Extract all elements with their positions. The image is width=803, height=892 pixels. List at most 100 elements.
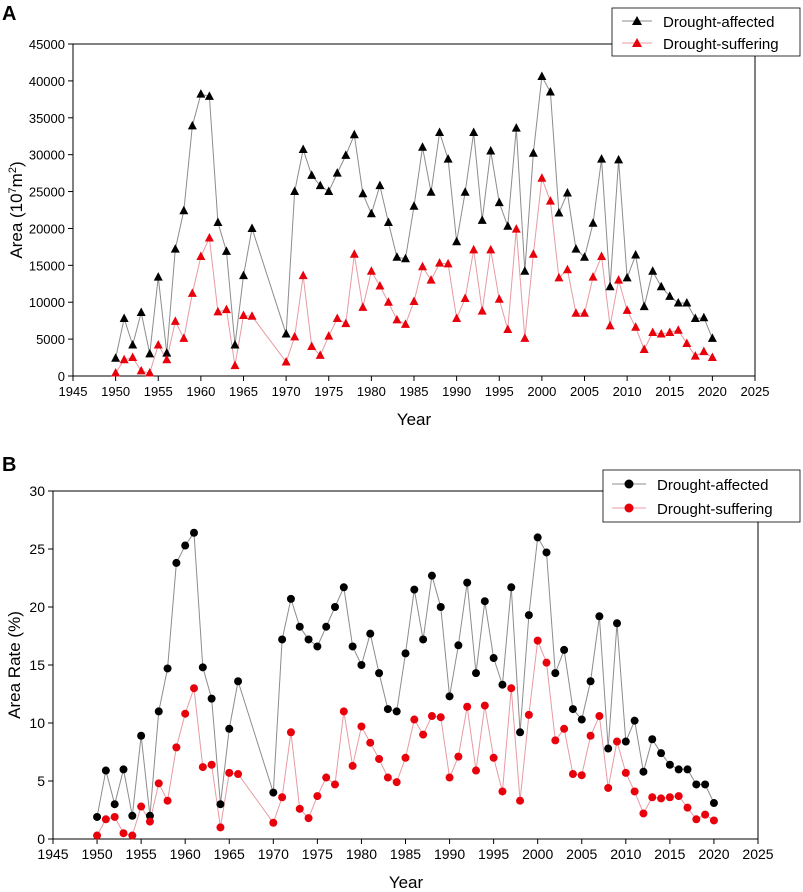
panel-b-x-tick-label: 1960	[170, 846, 201, 862]
panel-a-point-drought-affected	[460, 187, 470, 196]
panel-b-point-drought-affected	[348, 642, 357, 651]
panel-b-point-drought-suffering	[181, 709, 190, 718]
panel-b-point-drought-affected	[586, 677, 595, 686]
panel-a-point-drought-suffering	[153, 340, 163, 349]
panel-b-point-drought-affected	[198, 663, 207, 672]
panel-a-point-drought-suffering	[520, 333, 530, 342]
panel-a-x-tick-label: 2025	[741, 384, 770, 399]
panel-a-point-drought-affected	[298, 144, 308, 154]
panel-b-point-drought-affected	[489, 654, 498, 663]
panel-b-point-drought-suffering	[480, 701, 489, 710]
panel-b-legend-dot-affected-icon	[624, 479, 634, 489]
panel-a-point-drought-suffering	[631, 322, 641, 331]
panel-b-point-drought-affected	[322, 622, 331, 631]
panel-b-point-drought-affected	[216, 800, 225, 809]
panel-b-x-tick-label: 1955	[126, 846, 157, 862]
panel-a-point-drought-affected	[111, 353, 121, 362]
panel-b-x-tick-label: 1975	[302, 846, 333, 862]
panel-a-point-drought-affected	[332, 168, 342, 177]
panel-a-y-title-mid: m	[7, 173, 26, 187]
panel-b-point-drought-suffering	[383, 773, 392, 782]
panel-a-point-drought-suffering	[418, 261, 428, 271]
panel-a-point-drought-affected	[247, 223, 257, 232]
panel-a-point-drought-suffering	[511, 224, 521, 233]
panel-a-legend-box	[611, 7, 801, 57]
panel-a-point-drought-affected	[639, 301, 649, 311]
panel-b-point-drought-affected	[93, 812, 102, 821]
panel-b-point-drought-affected	[286, 594, 295, 603]
panel-a-x-tick-label: 1945	[59, 384, 88, 399]
panel-b-x-tick-label: 2000	[522, 846, 553, 862]
panel-b-point-drought-suffering	[639, 809, 648, 818]
panel-b-point-drought-suffering	[692, 815, 701, 824]
panel-b-point-drought-affected	[613, 619, 621, 628]
panel-b-point-drought-suffering	[163, 796, 172, 805]
panel-a-x-tick-label: 1965	[229, 384, 258, 399]
panel-a-point-drought-affected	[426, 187, 436, 196]
panel-a-legend-triangle-affected-icon	[632, 16, 642, 25]
panel-a-x-tick-label: 2015	[655, 384, 684, 399]
panel-b-point-drought-suffering	[375, 754, 384, 763]
panel-a-point-drought-suffering	[204, 233, 214, 242]
panel-b-point-drought-affected	[331, 603, 339, 611]
panel-a-point-drought-suffering	[383, 297, 393, 306]
panel-a-point-drought-affected	[682, 297, 692, 307]
panel-b-point-drought-affected	[621, 737, 630, 746]
panel-b-point-drought-affected	[454, 641, 463, 650]
panel-a-point-drought-suffering	[128, 352, 138, 362]
panel-b-x-axis-title: Year	[389, 873, 424, 892]
panel-a-point-drought-suffering	[690, 351, 700, 360]
panel-b-point-drought-affected	[419, 635, 428, 644]
panel-b-point-drought-suffering	[198, 763, 207, 772]
panel-a-label: A	[2, 3, 16, 25]
panel-a-point-drought-suffering	[656, 328, 666, 338]
panel-b-point-drought-affected	[472, 669, 480, 678]
panel-b-point-drought-suffering	[93, 831, 102, 840]
panel-b-point-drought-suffering	[542, 658, 551, 667]
panel-b-point-drought-affected	[639, 767, 648, 776]
panel-a-point-drought-suffering	[580, 308, 589, 317]
panel-b-point-drought-suffering	[313, 792, 322, 801]
panel-a-point-drought-suffering	[145, 368, 155, 377]
panel-a-point-drought-affected	[631, 250, 641, 259]
panel-a-point-drought-suffering	[230, 360, 240, 370]
panel-b-point-drought-suffering	[128, 831, 137, 840]
panel-a-legend-triangle-suffering-icon	[632, 38, 642, 47]
panel-b-point-drought-affected	[154, 707, 163, 716]
panel-b-point-drought-suffering	[533, 636, 542, 645]
panel-a-point-drought-suffering	[682, 338, 692, 348]
panel-a-point-drought-affected	[486, 145, 496, 155]
panel-b-point-drought-suffering	[190, 684, 198, 693]
panel-b-point-drought-suffering	[674, 792, 683, 801]
panel-a-x-tick-label: 1985	[400, 384, 429, 399]
panel-b-point-drought-affected	[145, 811, 154, 820]
panel-a-point-drought-affected	[562, 188, 572, 197]
panel-b-point-drought-affected	[225, 724, 234, 733]
panel-a-point-drought-suffering	[119, 354, 129, 364]
panel-a-point-drought-affected	[358, 188, 368, 198]
panel-a-point-drought-affected	[545, 86, 555, 96]
panel-b-point-drought-suffering	[701, 810, 710, 819]
panel-a-x-tick-label: 2020	[698, 384, 727, 399]
panel-a-line-drought-affected	[115, 74, 713, 359]
panel-b-point-drought-affected	[410, 585, 419, 594]
panel-b-y-tick-label: 20	[29, 599, 45, 615]
panel-a-point-drought-suffering	[136, 365, 146, 375]
panel-b-point-drought-affected	[551, 669, 560, 678]
panel-b-point-drought-affected	[207, 694, 216, 703]
panel-b-point-drought-suffering	[472, 766, 480, 775]
panel-a-x-tick-label: 1955	[144, 384, 173, 399]
panel-a-point-drought-affected	[145, 348, 155, 358]
panel-b-point-drought-affected	[630, 716, 639, 725]
panel-a-point-drought-suffering	[528, 249, 538, 258]
panel-a-y-tick-label: 20000	[29, 221, 65, 236]
panel-b-point-drought-affected	[665, 760, 674, 769]
panel-b-point-drought-suffering	[339, 707, 348, 716]
panel-b-point-drought-suffering	[145, 817, 154, 826]
panel-b-point-drought-suffering	[119, 829, 128, 838]
panel-a-series	[111, 71, 717, 377]
panel-b-point-drought-suffering	[648, 793, 657, 802]
panel-b-point-drought-affected	[401, 649, 410, 658]
panel-b-point-drought-suffering	[331, 780, 339, 789]
panel-b-point-drought-suffering	[524, 710, 533, 719]
